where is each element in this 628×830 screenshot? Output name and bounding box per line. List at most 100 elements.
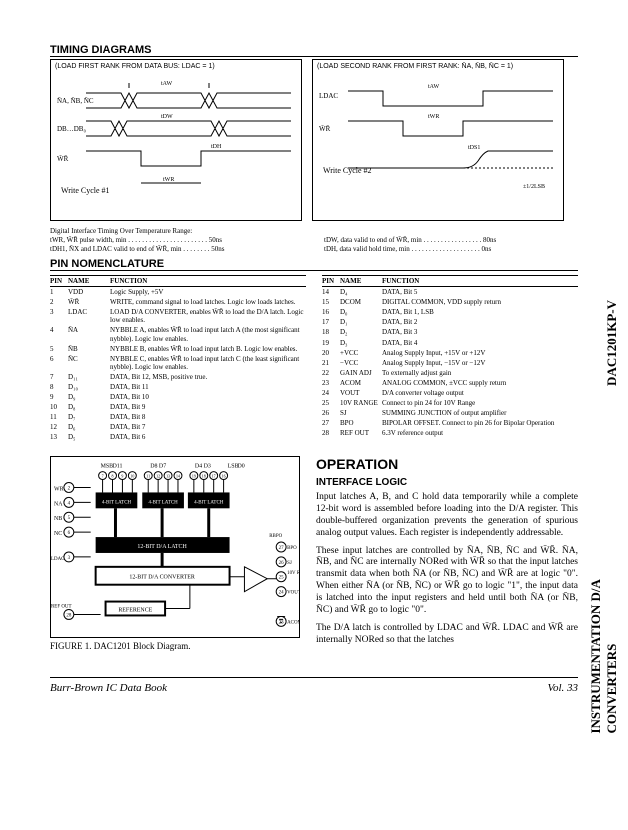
svg-text:18: 18 — [202, 474, 206, 479]
footer-right: Vol. 33 — [547, 682, 578, 694]
svg-text:D4 D3: D4 D3 — [195, 464, 211, 470]
side-label-category: INSTRUMENTATION D/A CONVERTERS — [588, 540, 620, 734]
svg-text:NB: NB — [54, 516, 62, 522]
timing-notes-right: tDW, data valid to end of W̄R̄, min . . … — [324, 227, 578, 254]
pin-row: 3LDACLOAD D/A CONVERTER, enables W̄R̄ to… — [50, 307, 306, 325]
pin-row: 28REF OUT6.3V reference output — [322, 428, 578, 438]
svg-text:SJ: SJ — [287, 561, 292, 566]
svg-text:W̄R̄: W̄R̄ — [57, 155, 69, 163]
svg-text:W̄R̄: W̄R̄ — [319, 125, 331, 133]
svg-text:Write Cycle #1: Write Cycle #1 — [61, 186, 110, 195]
timing-heading: TIMING DIAGRAMS — [50, 44, 578, 57]
operation-section: OPERATION INTERFACE LOGIC Input latches … — [316, 456, 578, 653]
svg-text:N̄A, N̄B, N̄C: N̄A, N̄B, N̄C — [57, 97, 94, 105]
pin-row: 24VOUTD/A converter voltage output — [322, 388, 578, 398]
svg-text:WR: WR — [54, 486, 64, 492]
pin-table: PINNAMEFUNCTION 1VDDLogic Supply, +5V2W̄… — [50, 275, 578, 442]
svg-text:MSB: MSB — [101, 464, 114, 470]
pin-row: 23ACOMANALOG COMMON, ±VCC supply return — [322, 378, 578, 388]
pin-row: 20+VCCAnalog Supply Input, +15V or +12V — [322, 348, 578, 358]
side-label-part: DAC1201KP-V — [604, 300, 620, 386]
timing-notes-left: Digital Interface Timing Over Temperatur… — [50, 227, 304, 254]
pin-row: 8D₁₀DATA, Bit 11 — [50, 382, 306, 392]
timing-right-caption: (LOAD SECOND RANK FROM FIRST RANK: N̄A, … — [317, 63, 559, 70]
svg-text:9: 9 — [121, 474, 123, 479]
timing-left-caption: (LOAD FIRST RANK FROM DATA BUS: LDAC = 1… — [55, 63, 297, 70]
svg-text:±1/2LSB: ±1/2LSB — [523, 184, 545, 190]
pin-heading: PIN NOMENCLATURE — [50, 258, 578, 271]
pin-row: 14D₄DATA, Bit 5 — [322, 287, 578, 297]
svg-text:27: 27 — [279, 546, 284, 551]
svg-text:D8 D7: D8 D7 — [150, 464, 166, 470]
svg-text:12-BIT D/A CONVERTER: 12-BIT D/A CONVERTER — [129, 575, 195, 581]
pin-header: PINNAMEFUNCTION — [322, 275, 578, 287]
svg-text:tDH: tDH — [211, 144, 222, 150]
pin-row: 15DCOMDIGITAL COMMON, VDD supply return — [322, 297, 578, 307]
svg-text:28: 28 — [66, 613, 71, 618]
operation-title: OPERATION — [316, 456, 578, 474]
svg-text:NC: NC — [54, 531, 62, 537]
svg-text:16: 16 — [222, 474, 226, 479]
pin-row: 16D₀DATA, Bit 1, LSB — [322, 307, 578, 317]
pin-row: 6N̄CNYBBLE C, enables W̄R̄ to load input… — [50, 354, 306, 372]
pin-row: 26SJSUMMING JUNCTION of output amplifier — [322, 408, 578, 418]
pin-row: 19D₃DATA, Bit 4 — [322, 338, 578, 348]
pin-row: 2W̄R̄WRITE, command signal to load latch… — [50, 297, 306, 307]
svg-text:DB…DB₀: DB…DB₀ — [57, 125, 86, 133]
svg-text:13: 13 — [166, 474, 170, 479]
pin-row: 18D₂DATA, Bit 3 — [322, 327, 578, 337]
timing-diagram-right: (LOAD SECOND RANK FROM FIRST RANK: N̄A, … — [312, 59, 564, 221]
pin-row: 9D₉DATA, Bit 10 — [50, 392, 306, 402]
svg-text:4-BIT LATCH: 4-BIT LATCH — [194, 500, 224, 505]
pin-row: 22GAIN ADJTo externally adjust gain — [322, 368, 578, 378]
svg-text:BPO: BPO — [287, 546, 297, 551]
svg-text:tAW: tAW — [428, 84, 440, 90]
footer-left: Burr-Brown IC Data Book — [50, 682, 167, 694]
timing-left-svg: N̄A, N̄B, N̄C tAW DB…DB₀ tDW W̄R̄ tDH Wr… — [51, 73, 301, 203]
pin-row: 11D₇DATA, Bit 8 — [50, 412, 306, 422]
block-svg: MSB D11 D8 D7 D4 D3 LSB D0 78 910 1112 1… — [51, 457, 299, 637]
operation-p1: Input latches A, B, and C hold data temp… — [316, 492, 578, 540]
svg-text:ACOM: ACOM — [287, 620, 299, 625]
svg-text:tDS1: tDS1 — [468, 145, 480, 151]
svg-text:D11: D11 — [113, 464, 123, 470]
footer: Burr-Brown IC Data Book Vol. 33 — [50, 677, 578, 694]
svg-text:10: 10 — [130, 474, 134, 479]
figure-caption: FIGURE 1. DAC1201 Block Diagram. — [50, 641, 300, 651]
svg-text:RBPO: RBPO — [269, 534, 282, 539]
svg-text:LDAC: LDAC — [51, 557, 65, 562]
pin-row: 2510V RANGEConnect to pin 24 for 10V Ran… — [322, 398, 578, 408]
svg-text:24: 24 — [279, 591, 284, 596]
svg-text:11: 11 — [146, 474, 150, 479]
svg-text:LDAC: LDAC — [319, 92, 338, 100]
pin-row: 10D₈DATA, Bit 9 — [50, 402, 306, 412]
svg-text:14: 14 — [176, 474, 180, 479]
pin-col-left: PINNAMEFUNCTION 1VDDLogic Supply, +5V2W̄… — [50, 275, 306, 442]
timing-right-svg: LDAC tAW W̄R̄ tWR Write Cycle #2 ±1/2LSB… — [313, 73, 563, 203]
svg-text:7: 7 — [102, 474, 104, 479]
pin-row: 1VDDLogic Supply, +5V — [50, 287, 306, 297]
timing-diagram-left: (LOAD FIRST RANK FROM DATA BUS: LDAC = 1… — [50, 59, 302, 221]
operation-p3: The D/A latch is controlled by LDAC and … — [316, 623, 578, 647]
timing-diagrams: (LOAD FIRST RANK FROM DATA BUS: LDAC = 1… — [50, 59, 578, 221]
svg-text:REFERENCE: REFERENCE — [118, 608, 152, 614]
svg-text:25: 25 — [279, 576, 284, 581]
svg-text:Write Cycle #2: Write Cycle #2 — [323, 166, 372, 175]
svg-text:REF OUT: REF OUT — [51, 605, 72, 610]
svg-text:NA: NA — [54, 501, 63, 507]
svg-text:D0: D0 — [237, 464, 244, 470]
pin-row: 21−VCCAnalog Supply Input, −15V or −12V — [322, 358, 578, 368]
svg-text:12: 12 — [156, 474, 160, 479]
svg-text:tAW: tAW — [161, 81, 173, 87]
pin-row: 27BPOBIPOLAR OFFSET. Connect to pin 26 f… — [322, 418, 578, 428]
svg-text:4-BIT LATCH: 4-BIT LATCH — [148, 500, 178, 505]
block-diagram: MSB D11 D8 D7 D4 D3 LSB D0 78 910 1112 1… — [50, 456, 300, 653]
pin-row: 5N̄BNYBBLE B, enables W̄R̄ to load input… — [50, 344, 306, 354]
svg-text:19: 19 — [192, 474, 196, 479]
svg-text:26: 26 — [279, 561, 284, 566]
svg-text:8: 8 — [112, 474, 114, 479]
svg-text:tWR: tWR — [163, 177, 174, 183]
svg-text:tWR: tWR — [428, 114, 439, 120]
pin-row: 12D₆DATA, Bit 7 — [50, 422, 306, 432]
svg-text:4-BIT LATCH: 4-BIT LATCH — [102, 500, 132, 505]
